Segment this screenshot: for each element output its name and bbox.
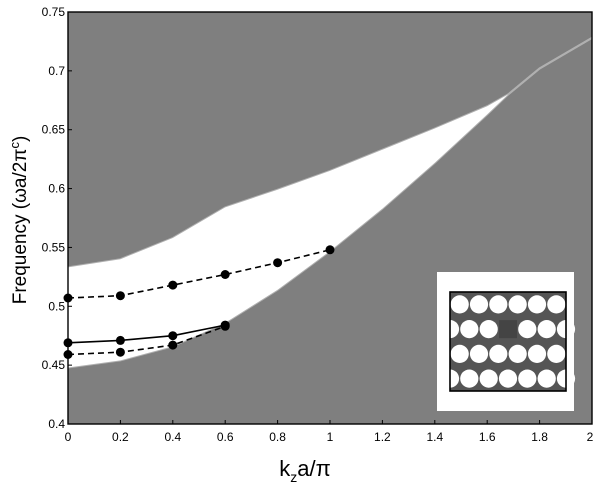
series-1-point <box>325 245 335 255</box>
inset-air-hole <box>537 369 556 388</box>
series-1-point <box>273 258 283 268</box>
series-2-line <box>67 324 226 344</box>
inset-air-hole <box>527 295 547 314</box>
y-tick-label: 0.6 <box>48 182 65 196</box>
series-3-point <box>220 321 230 331</box>
inset-air-hole <box>460 369 479 388</box>
x-tick-label: 0.6 <box>217 430 234 444</box>
series-3-line <box>67 325 226 356</box>
series-1-point <box>115 291 125 301</box>
inset-air-hole <box>460 320 479 339</box>
x-axis-label-subscript: z <box>290 469 297 485</box>
x-axis-label-base: k <box>279 456 291 481</box>
band-gap-region <box>68 37 592 368</box>
series-2-point <box>115 335 125 345</box>
x-tick-label: 1.6 <box>479 430 496 444</box>
series-3-point <box>115 347 125 357</box>
y-tick-label: 0.45 <box>42 358 66 372</box>
y-axis-label-main: Frequency (ωa/2π <box>10 149 31 305</box>
y-tick-label: 0.7 <box>48 64 65 78</box>
inset-air-hole <box>508 344 527 363</box>
x-tick-label: 1.4 <box>426 430 443 444</box>
inset-air-hole <box>479 320 498 339</box>
series-1-line <box>67 249 331 299</box>
x-tick-label: 1.2 <box>374 430 391 444</box>
series-1 <box>63 245 335 303</box>
plot-area <box>63 11 593 425</box>
y-axis-ticks: 0.4 0.45 0.5 0.55 0.6 0.65 0.7 0.75 <box>42 5 72 431</box>
inset-air-hole <box>547 295 566 314</box>
x-tick-label: 1.8 <box>531 430 548 444</box>
inset-air-hole <box>450 344 469 363</box>
y-tick-label: 0.65 <box>42 123 66 137</box>
series-layer <box>63 245 335 359</box>
x-tick-label: 0.8 <box>269 430 286 444</box>
x-tick-label: 0.4 <box>164 430 181 444</box>
inset-defect <box>499 320 517 339</box>
x-axis-label: kza/π <box>279 456 331 485</box>
inset-air-hole <box>527 344 547 363</box>
y-tick-label: 0.55 <box>42 240 66 254</box>
x-tick-label: 1 <box>327 430 334 444</box>
inset-air-hole <box>469 295 489 314</box>
crystal-inset <box>437 272 576 411</box>
y-tick-label: 0.4 <box>48 417 65 431</box>
inset-air-hole <box>518 369 537 388</box>
inset-air-hole <box>498 369 518 388</box>
inset-air-hole <box>489 295 508 314</box>
inset-air-hole <box>489 344 508 363</box>
series-3 <box>63 321 230 359</box>
inset-air-hole <box>508 295 527 314</box>
inset-frame <box>449 291 567 392</box>
x-tick-label: 2 <box>587 430 594 444</box>
inset-air-hole <box>518 320 537 339</box>
y-tick-label: 0.75 <box>42 5 66 19</box>
series-1-point <box>168 280 178 290</box>
x-tick-label: 0.2 <box>112 430 129 444</box>
inset-air-hole <box>547 344 566 363</box>
x-axis-label-rest: a/π <box>297 456 331 481</box>
y-axis-label: Frequency (ωa/2πc) <box>7 136 31 305</box>
inset-air-hole <box>479 369 498 388</box>
y-axis-label-close: ) <box>10 136 31 142</box>
y-axis-label-superscript: c <box>7 142 22 149</box>
inset-air-hole <box>469 344 489 363</box>
inset-air-hole <box>450 295 469 314</box>
series-2-point <box>168 331 178 341</box>
series-1-point <box>220 270 230 279</box>
lower-band-edge <box>67 37 593 369</box>
inset-air-hole <box>537 320 556 339</box>
x-tick-label: 0 <box>65 430 72 444</box>
series-3-point <box>168 340 178 350</box>
x-axis-ticks: 0 0.2 0.4 0.6 0.8 1 1.2 1.4 1.6 1.8 2 <box>65 420 594 444</box>
y-tick-label: 0.5 <box>48 299 65 313</box>
